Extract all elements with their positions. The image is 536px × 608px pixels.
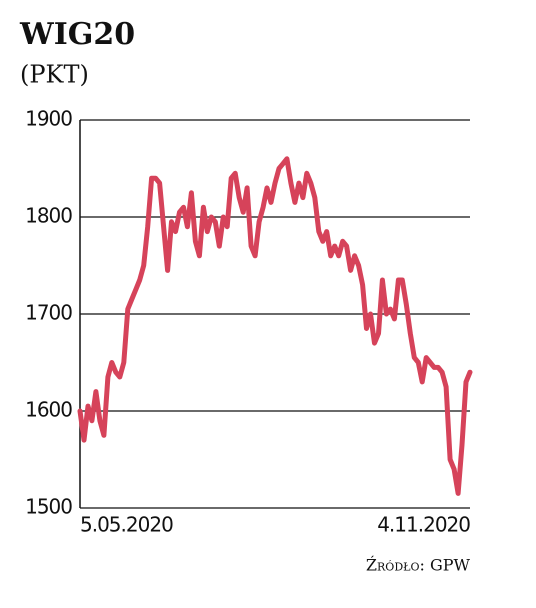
y-tick-label: 1700 — [25, 301, 72, 325]
y-tick-label: 1600 — [25, 398, 72, 422]
y-tick-label: 1900 — [25, 107, 72, 131]
chart-subtitle: (PKT) — [20, 61, 89, 89]
x-tick-label: 5.05.2020 — [80, 513, 173, 537]
chart-title: WIG20 — [19, 17, 135, 52]
line — [77, 156, 473, 496]
y-tick-label: 1800 — [25, 204, 72, 228]
source: Źródło: GPW — [366, 555, 471, 575]
y-tick-label: 1500 — [25, 495, 72, 519]
x-tick-label: 4.11.2020 — [377, 513, 470, 537]
